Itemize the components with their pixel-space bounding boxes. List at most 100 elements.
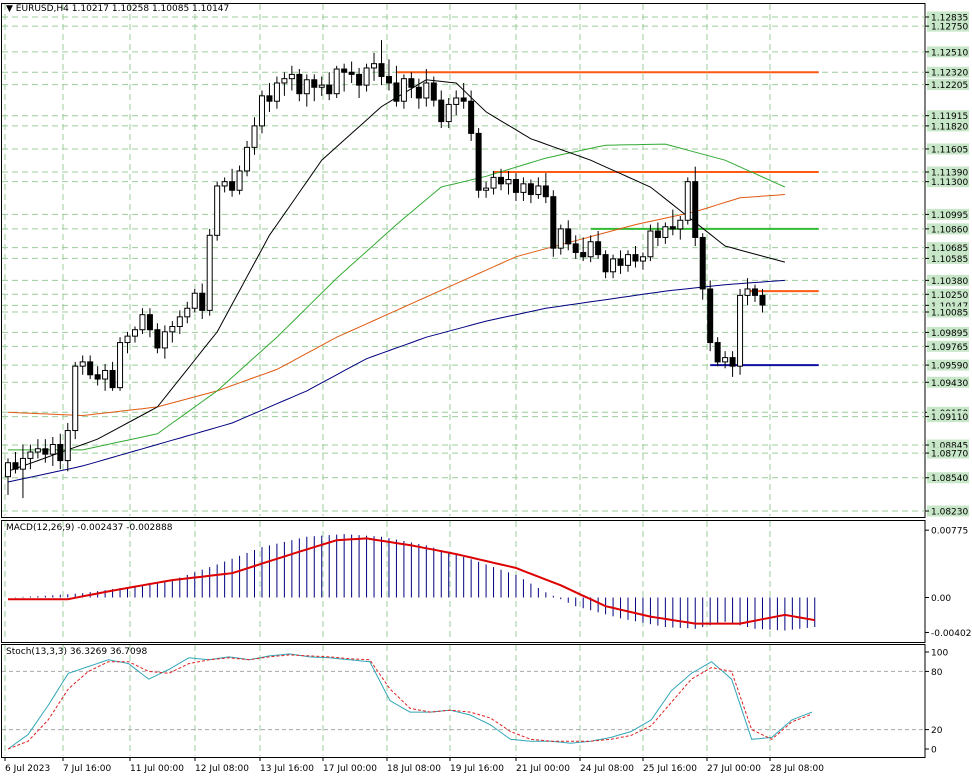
candle-body [542, 185, 549, 198]
panel-frames [1, 3, 926, 758]
price-tag-bg [927, 66, 969, 78]
price-tag-bg [927, 274, 969, 286]
candle-body [662, 226, 669, 238]
candle-body [625, 254, 632, 266]
candle [64, 423, 71, 472]
price-tick-label: 1.10685 [931, 244, 968, 254]
price-tag-bg [927, 110, 969, 122]
candle-body [244, 146, 251, 172]
candle [34, 439, 41, 459]
candle [610, 254, 617, 279]
candle [214, 181, 221, 241]
time-tick-label: 27 Jul 00:00 [707, 764, 761, 774]
candle [759, 288, 766, 313]
price-tag-bg [927, 439, 969, 451]
price-tick-label: 1.10250 [931, 291, 968, 301]
candle [333, 65, 340, 98]
candle-body [42, 448, 49, 455]
price-tag-bg [927, 472, 969, 484]
stoch-tick-label: 0 [931, 746, 937, 756]
candle-body [602, 254, 609, 273]
price-tag-bg [927, 79, 969, 91]
candle-body [139, 314, 146, 331]
candle [102, 364, 109, 391]
candle [602, 250, 609, 279]
price-tag-bg [927, 376, 969, 388]
price-tag-bg [927, 166, 969, 178]
candle [146, 308, 153, 338]
time-tick-label: 24 Jul 08:00 [580, 764, 634, 774]
candle-body [258, 95, 265, 127]
candle-body [684, 181, 691, 221]
macd-title: MACD(12,26,9) -0.002437 -0.002888 [6, 523, 173, 533]
price-tick-label: 1.11390 [931, 169, 968, 179]
candle [393, 65, 400, 107]
time-tick-label: 13 Jul 16:00 [260, 764, 314, 774]
candle-body [430, 82, 437, 101]
candle [42, 439, 49, 463]
candle [639, 252, 646, 270]
price-tag-bg [927, 411, 969, 423]
candle [677, 215, 684, 240]
candle-body [5, 462, 11, 478]
candle [49, 436, 56, 466]
candle [131, 326, 138, 343]
candle-body [281, 78, 288, 84]
candle [385, 59, 392, 91]
candle [117, 337, 124, 391]
candle-body [206, 234, 213, 311]
candle-body [647, 230, 654, 258]
candle [87, 355, 94, 380]
candle [445, 97, 452, 129]
candle [475, 128, 482, 198]
candle-body [460, 97, 467, 102]
candle [415, 78, 422, 109]
candle [557, 224, 564, 255]
price-tick-label: 1.11300 [931, 178, 968, 188]
candle-body [707, 288, 714, 344]
candle-body [408, 78, 415, 88]
candle-body [385, 76, 392, 84]
candle-body [57, 443, 64, 462]
candle [19, 444, 26, 499]
price-tag-bg [927, 505, 969, 517]
price-tick-label: 1.10860 [931, 225, 968, 235]
candle [408, 72, 415, 98]
candle [72, 361, 79, 440]
candle [625, 250, 632, 272]
candle-body [109, 369, 116, 389]
candle-body [124, 335, 131, 344]
ohlc-values: 1.10217 1.10258 1.10085 1.10147 [71, 4, 230, 14]
candle-body [131, 329, 138, 337]
candle [176, 310, 183, 334]
candle-body [19, 457, 26, 470]
candle-body [535, 185, 542, 196]
candle-body [423, 82, 430, 99]
candle-body [505, 179, 512, 185]
price-tag-bg [927, 120, 969, 132]
candle-body [438, 99, 445, 123]
candle-body [729, 357, 736, 367]
candle [12, 451, 19, 474]
time-tick-label: 18 Jul 08:00 [387, 764, 441, 774]
candle-body [184, 307, 191, 318]
candle-body [221, 181, 228, 187]
candle [527, 179, 534, 204]
candle-body [692, 181, 699, 238]
candle [752, 284, 758, 302]
candle-body [102, 369, 109, 380]
candle [273, 76, 280, 109]
time-tick-label: 11 Jul 00:00 [130, 764, 184, 774]
symbol-label: EURUSD,H4 [15, 4, 69, 14]
candle [662, 222, 669, 244]
dropdown-triangle-icon[interactable]: ▼ [6, 4, 13, 14]
candle-body [610, 258, 617, 273]
price-tick-label: 1.09895 [931, 329, 968, 339]
candle [550, 190, 557, 257]
candle-body [318, 84, 325, 88]
stoch-tick-label: 80 [931, 668, 943, 678]
price-tag-bg [927, 252, 969, 264]
candle-body [64, 430, 71, 462]
